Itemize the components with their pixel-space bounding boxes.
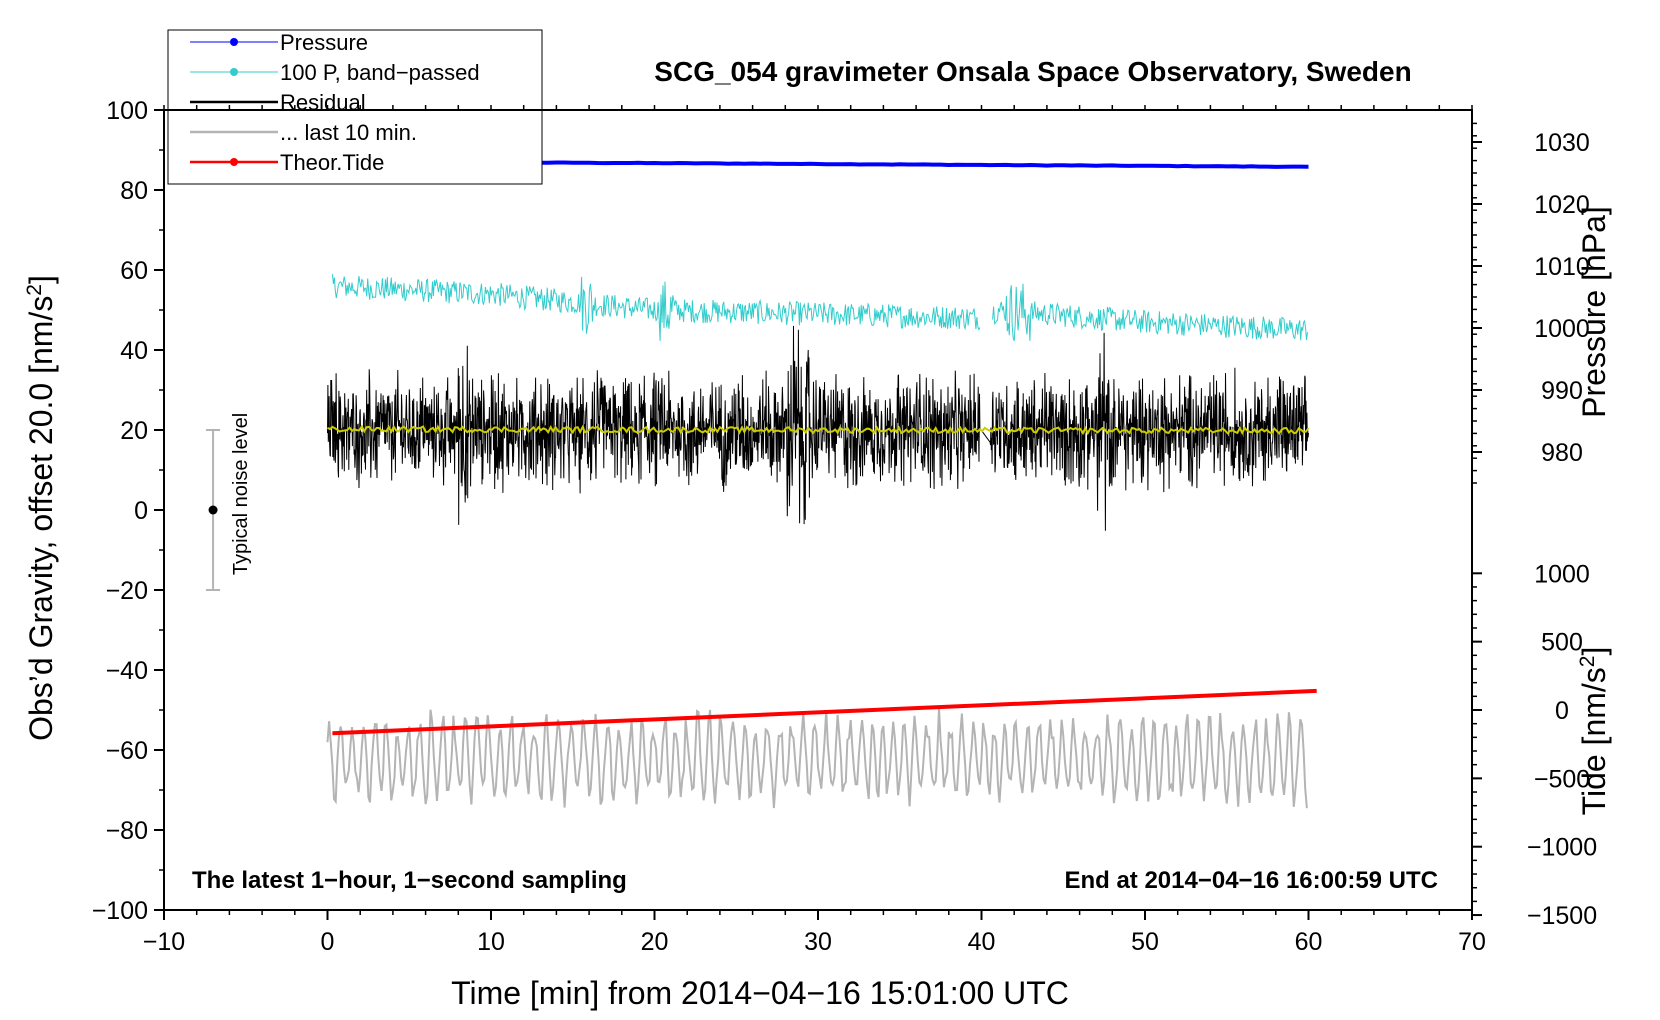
tide-tick-label: −500: [1534, 765, 1590, 793]
pressure-tick-label: 980: [1541, 439, 1583, 467]
pressure-tick-label: 990: [1541, 377, 1583, 405]
x-tick-label: 20: [641, 928, 669, 956]
legend-label: 100 P, band−passed: [280, 60, 480, 85]
legend-box: [167, 29, 543, 185]
series-residual: [327, 325, 1309, 531]
legend-label: Residual: [280, 90, 366, 115]
y-tick-label: 80: [120, 177, 148, 205]
legend-entry: Theor.Tide: [190, 150, 384, 175]
pressure-tick-label: 1010: [1534, 253, 1590, 281]
legend-swatch-marker: [230, 68, 238, 76]
y-tick-label: 20: [120, 417, 148, 445]
tide-tick-label: −1000: [1527, 834, 1597, 862]
annotation-end-time: End at 2014−04−16 16:00:59 UTC: [1064, 867, 1438, 894]
plot-area: [206, 159, 1317, 809]
x-tick-label: 70: [1458, 928, 1486, 956]
y-tick-label: 100: [106, 97, 148, 125]
legend-label: Pressure: [280, 30, 368, 55]
plot-frame: [163, 109, 1473, 911]
tide-tick-label: 0: [1555, 697, 1569, 725]
annotation-sampling: The latest 1−hour, 1−second sampling: [192, 867, 627, 894]
y-tick-label: −100: [92, 897, 148, 925]
legend-label: ... last 10 min.: [280, 120, 417, 145]
noise-bar: [206, 429, 221, 591]
series-last-10-min: [326, 707, 1308, 809]
y-axis-title-pressure: Pressure [hPa]: [1576, 206, 1612, 418]
noise-level-label: Typical noise level: [230, 413, 252, 575]
tide-tick-label: −1500: [1527, 902, 1597, 930]
pressure-tick-label: 1030: [1534, 129, 1590, 157]
pressure-tick-label: 1000: [1534, 315, 1590, 343]
legend-swatch-marker: [230, 158, 238, 166]
legend-entry: 100 P, band−passed: [190, 60, 480, 85]
x-tick-label: 60: [1295, 928, 1323, 956]
legend-label: Theor.Tide: [280, 150, 384, 175]
series-theoretical-tide: [332, 688, 1317, 736]
noise-bar-center: [208, 505, 218, 515]
pressure-tick-label: 1020: [1534, 191, 1590, 219]
series-residual-mean: [327, 424, 1310, 436]
x-tick-label: 0: [321, 928, 335, 956]
x-axis-title: Time [min] from 2014−04−16 15:01:00 UTC: [451, 975, 1069, 1011]
series-pressure-bandpassed: [331, 274, 1308, 342]
x-tick-label: 40: [968, 928, 996, 956]
tide-tick-label: 1000: [1534, 560, 1590, 588]
y-tick-label: −60: [106, 737, 148, 765]
axes: −10 0 10 20 30 40 50 60 70−100−80−60−40−20020406…: [92, 97, 1597, 956]
y-tick-label: −80: [106, 817, 148, 845]
y-axis-title-left: Obs’d Gravity, offset 20.0 [nm/s2]: [23, 275, 59, 741]
chart-title: SCG_054 gravimeter Onsala Space Observat…: [654, 56, 1411, 87]
tide-tick-label: 500: [1541, 629, 1583, 657]
y-tick-label: 40: [120, 337, 148, 365]
y-tick-label: 60: [120, 257, 148, 285]
legend-entry: ... last 10 min.: [190, 120, 417, 145]
x-tick-label: 30: [804, 928, 832, 956]
x-tick-label: 10: [477, 928, 505, 956]
y-axis-title-tide: Tide [nm/s2]: [1576, 647, 1612, 816]
legend-entry: Pressure: [190, 30, 368, 55]
y-tick-label: −20: [106, 577, 148, 605]
legend: Pressure 100 P, band−passed Residual ... la…: [167, 29, 543, 185]
y-tick-label: 0: [134, 497, 148, 525]
x-tick-label: 50: [1131, 928, 1159, 956]
y-tick-label: −40: [106, 657, 148, 685]
legend-swatch-marker: [230, 38, 238, 46]
x-tick-label: −10: [143, 928, 185, 956]
